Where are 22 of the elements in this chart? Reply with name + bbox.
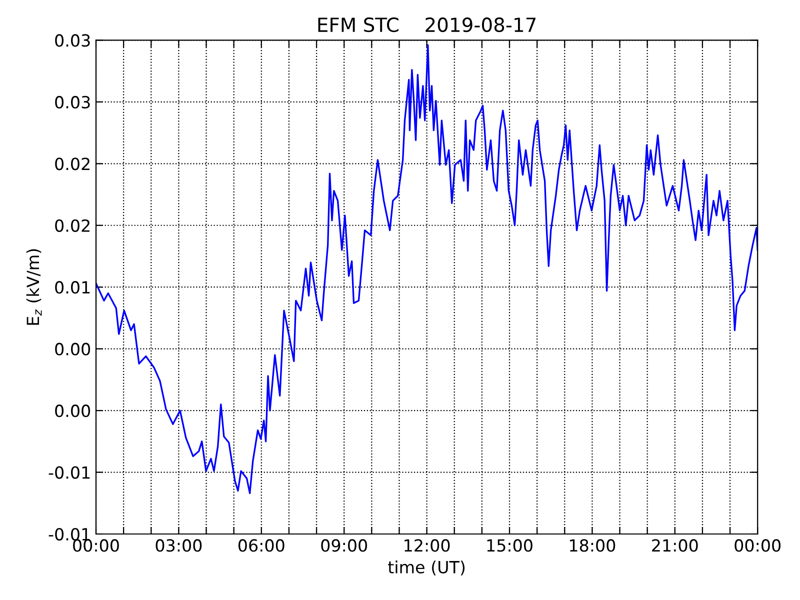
- y-tick-label: 0.03: [55, 96, 90, 108]
- y-tick-label: -0.01: [48, 528, 90, 541]
- y-tick-label: -0.01: [48, 466, 90, 479]
- x-tick-label: 18:00: [570, 539, 616, 552]
- x-tick-label: 00:00: [734, 539, 781, 552]
- chart-title: EFM STC 2019-08-17: [318, 17, 536, 32]
- x-tick-label: 21:00: [652, 539, 698, 552]
- x-axis-title: time (UT): [388, 560, 465, 576]
- x-tick-label: 12:00: [404, 539, 450, 552]
- y-tick-label: 0.01: [55, 281, 90, 294]
- line-series: [96, 44, 758, 494]
- x-tick-label: 09:00: [321, 539, 368, 552]
- x-tick-label: 00:00: [73, 539, 119, 552]
- y-axis-title: E$_{z}$ (kV/m): [26, 249, 42, 325]
- y-tick-label: 0.03: [55, 34, 90, 47]
- y-tick-label: 0.02: [55, 219, 90, 232]
- x-tick-label: 06:00: [238, 539, 284, 552]
- x-tick-label: 15:00: [487, 539, 532, 552]
- y-tick-label: 0.00: [55, 404, 90, 418]
- y-tick-label: 0.00: [55, 342, 90, 356]
- y-tick-label: 0.02: [55, 158, 90, 170]
- x-tick-label: 03:00: [156, 539, 202, 552]
